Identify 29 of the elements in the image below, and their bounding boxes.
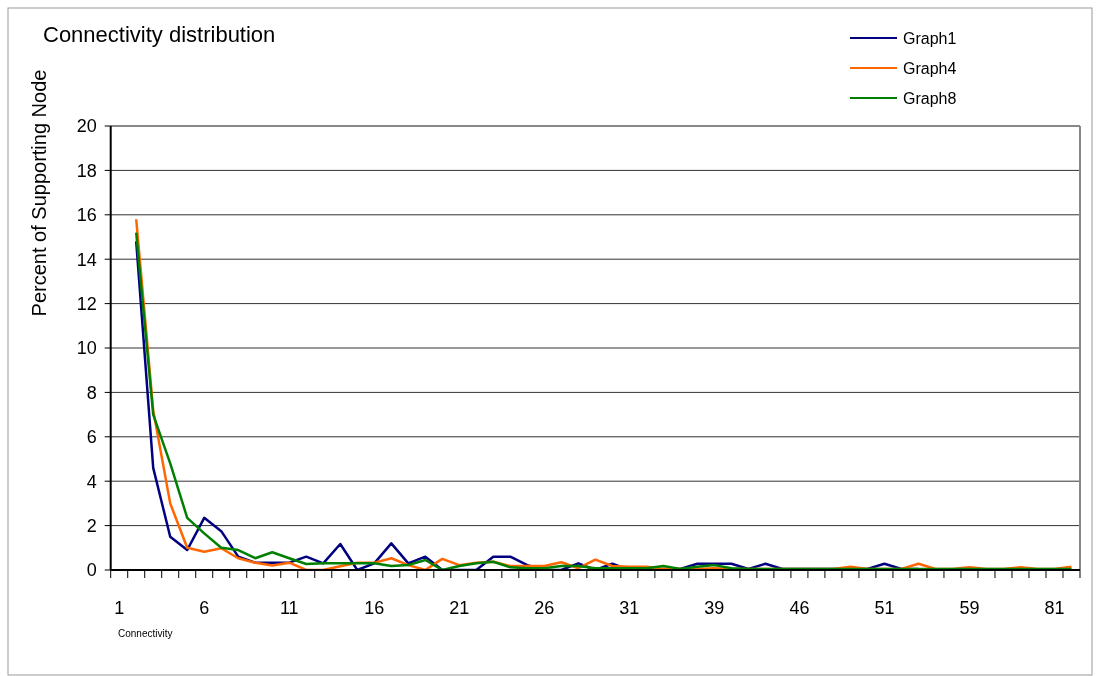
x-tick-label: 6 [199,598,210,618]
y-tick-label: 10 [76,338,97,359]
x-tick-label: 31 [619,598,640,618]
y-tick-label: 18 [76,160,97,181]
y-tick-label: 12 [76,293,97,314]
y-tick-label: 8 [86,382,97,403]
x-tick-label: 81 [1044,598,1065,618]
y-tick-label: 6 [86,427,97,448]
x-tick-label: 11 [279,598,299,618]
y-tick-label: 16 [76,205,97,226]
y-tick-label: 4 [86,471,97,492]
legend-label: Graph4 [903,59,957,77]
x-tick-label: 46 [789,598,810,618]
y-axis-title: Percent of Supporting Node [28,69,50,317]
y-tick-label: 20 [76,116,97,137]
y-tick-label: 14 [76,249,97,270]
x-tick-label: 59 [959,598,980,618]
legend-label: Graph1 [903,29,957,47]
y-tick-label: 0 [86,560,97,581]
x-tick-label: 51 [874,598,895,618]
x-axis-title: Connectivity [118,628,173,639]
x-tick-label: 26 [534,598,555,618]
y-tick-label: 2 [86,515,97,536]
x-tick-label: 39 [704,598,725,618]
legend-label: Graph8 [903,89,957,107]
x-tick-label: 21 [449,598,470,618]
x-tick-label: 16 [364,598,385,618]
x-tick-label: 1 [114,598,125,618]
chart-title: Connectivity distribution [43,22,276,47]
